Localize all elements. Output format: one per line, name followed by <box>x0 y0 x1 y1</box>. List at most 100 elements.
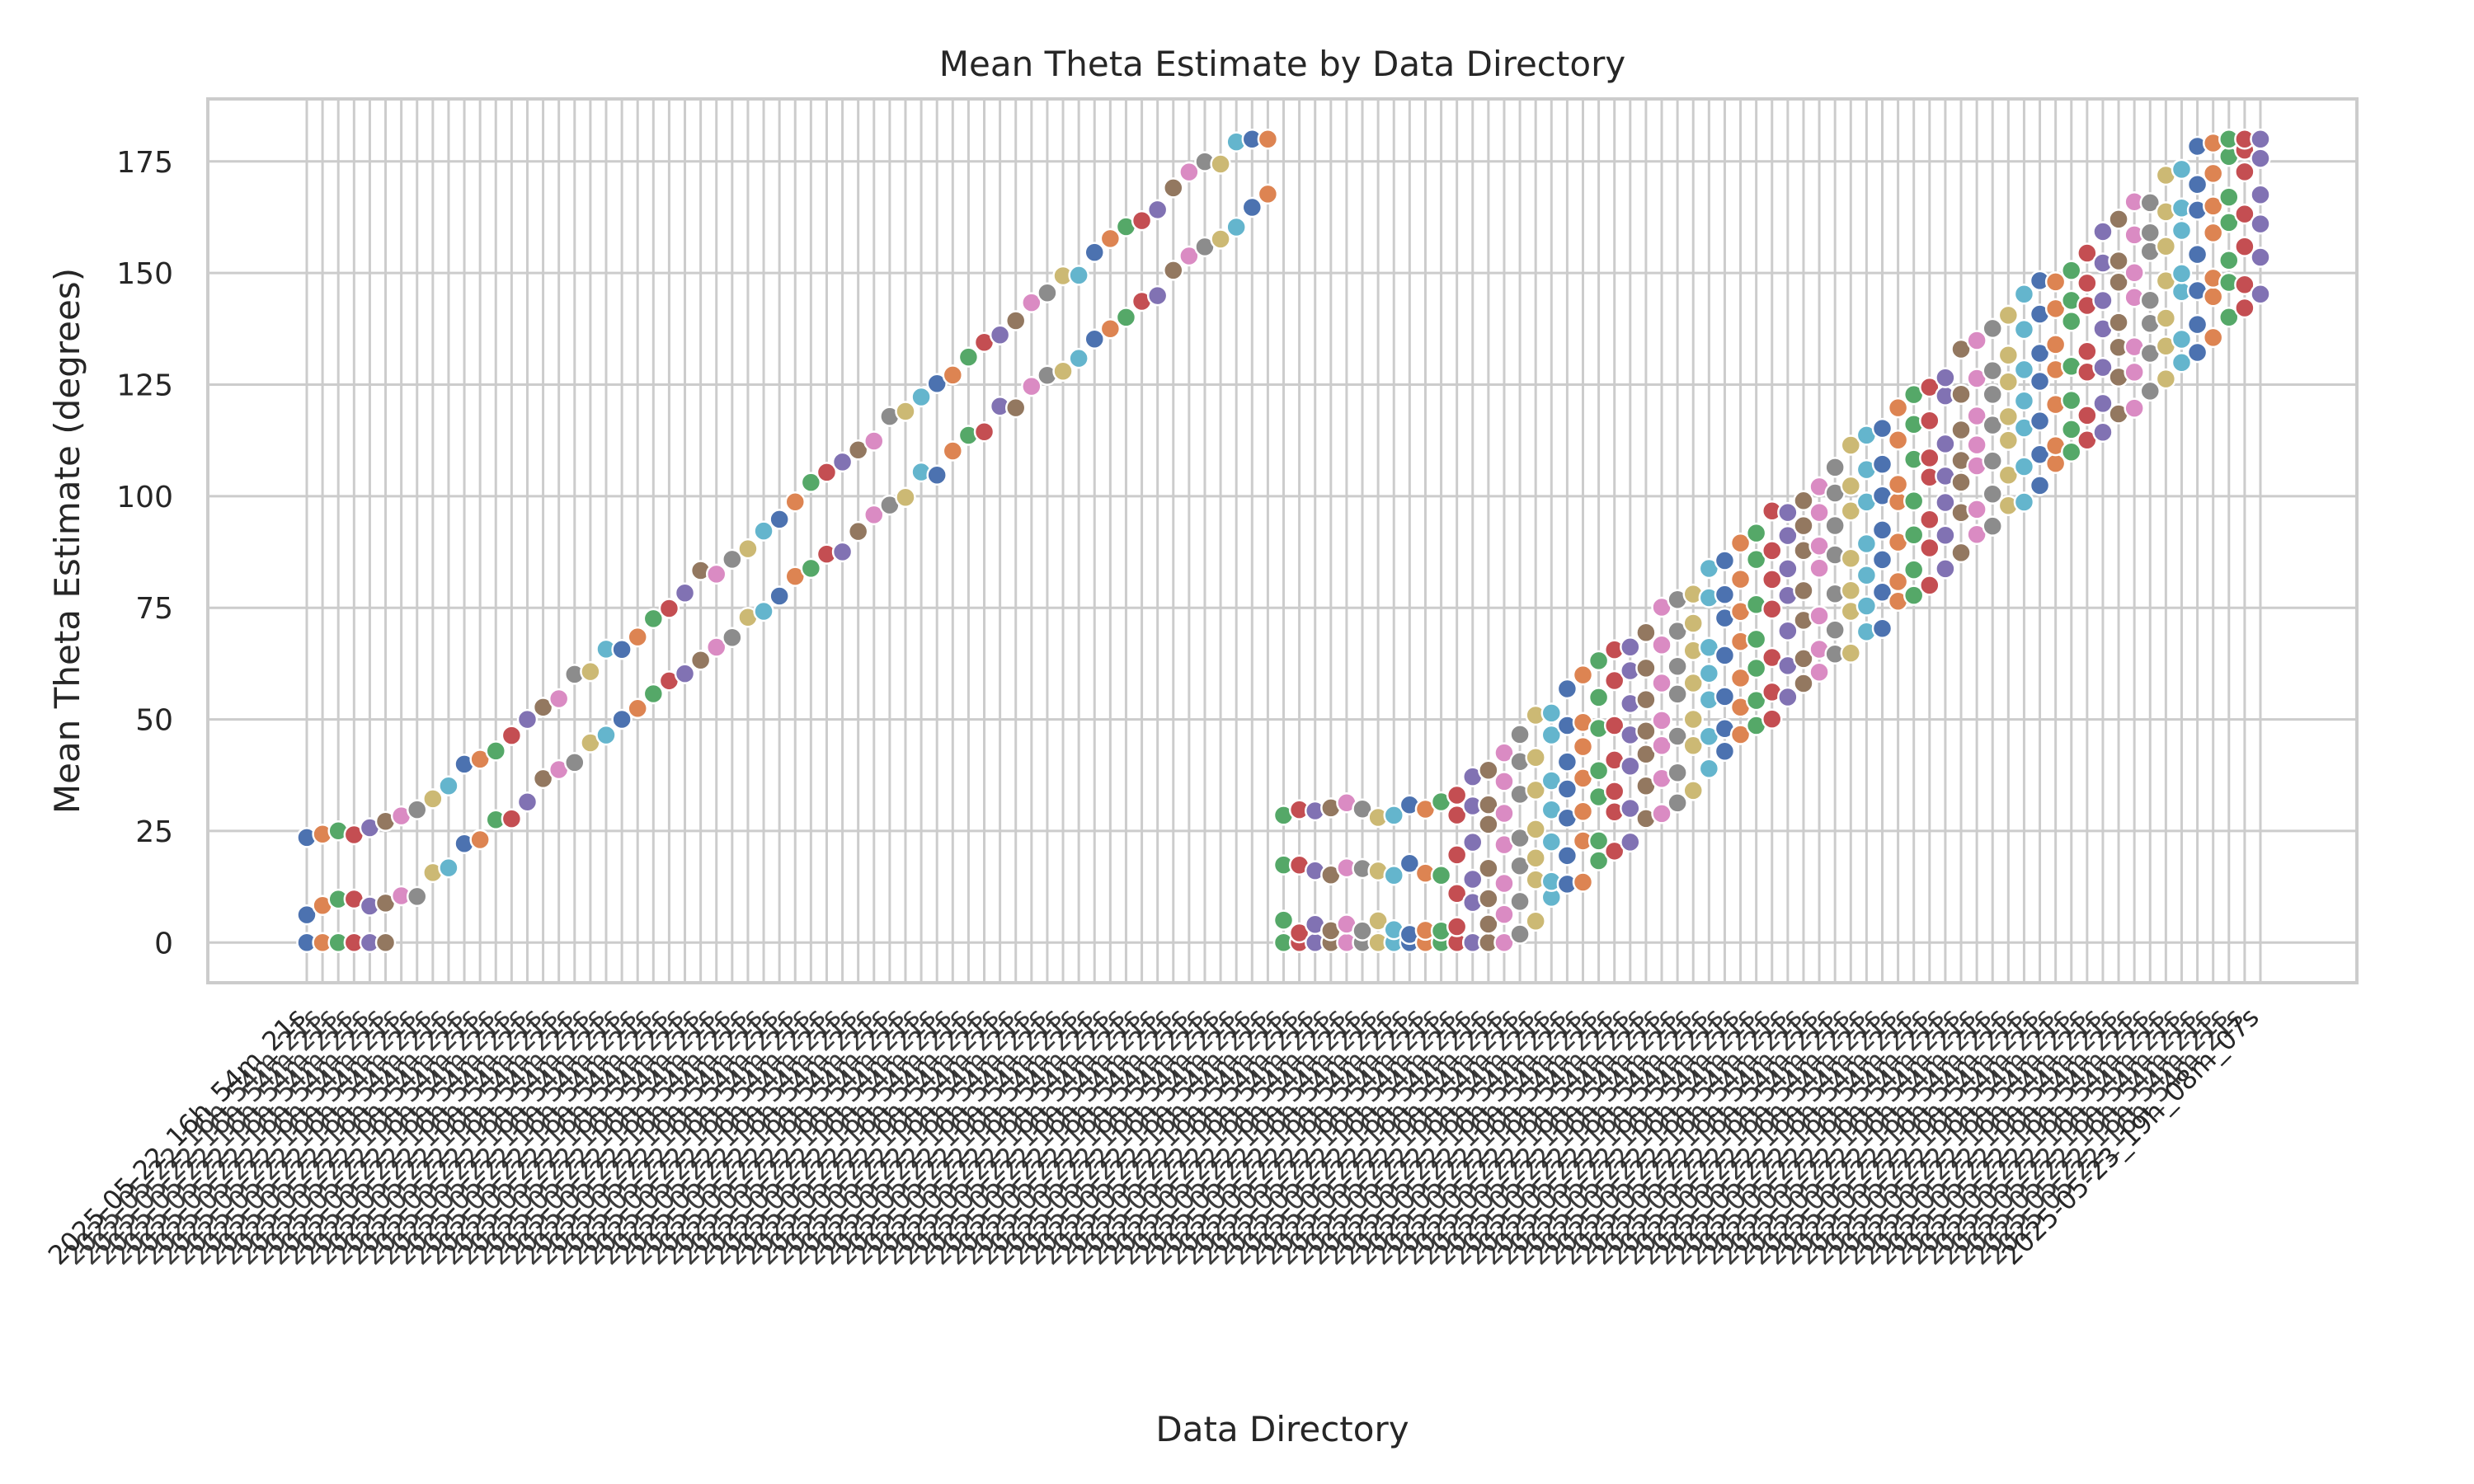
data-point <box>1603 781 1625 802</box>
data-point <box>1808 501 1830 524</box>
data-point <box>1509 923 1531 945</box>
data-point <box>1430 865 1452 886</box>
data-point <box>1840 580 1862 601</box>
chart-title: Mean Theta Estimate by Data Directory <box>939 44 1625 84</box>
data-point <box>516 708 539 730</box>
data-point <box>2202 162 2224 185</box>
data-point <box>1919 410 1940 431</box>
data-point <box>1982 317 2003 340</box>
x-axis-label: Data Directory <box>1155 1409 1409 1449</box>
data-point <box>1052 360 1074 383</box>
data-point <box>1462 868 1484 890</box>
data-point <box>1540 702 1563 724</box>
data-point <box>2013 456 2035 477</box>
data-point <box>1714 645 1736 666</box>
data-points <box>296 128 2271 954</box>
data-point <box>1021 375 1042 397</box>
data-point <box>1004 397 1027 419</box>
data-point <box>1919 575 1940 596</box>
data-point <box>1446 844 1468 866</box>
data-point <box>895 486 916 509</box>
data-point <box>1982 450 2003 472</box>
data-point <box>1493 932 1515 954</box>
data-point <box>1840 475 1862 497</box>
data-point <box>1935 524 1956 547</box>
data-point <box>1572 871 1594 893</box>
data-point <box>2171 328 2193 350</box>
data-point <box>1210 153 1231 175</box>
data-point <box>1682 780 1704 801</box>
data-point <box>1745 628 1767 650</box>
data-point <box>1997 406 2020 428</box>
data-point <box>2186 313 2208 336</box>
data-point <box>1840 500 1862 522</box>
data-point <box>1871 453 1893 475</box>
data-point <box>1950 472 1972 493</box>
data-point <box>1620 831 1641 853</box>
data-point <box>973 421 995 443</box>
data-point <box>469 829 491 851</box>
data-point <box>1777 558 1799 580</box>
y-tick-label: 25 <box>135 815 173 849</box>
data-point <box>1997 304 2020 326</box>
data-point <box>1178 161 1200 183</box>
data-point <box>2139 222 2161 244</box>
data-point <box>2060 310 2082 332</box>
data-point <box>438 775 459 797</box>
data-point <box>1004 310 1027 331</box>
data-point <box>800 472 822 493</box>
data-point <box>1540 724 1563 746</box>
data-point <box>816 462 838 483</box>
data-point <box>1856 533 1878 555</box>
data-point <box>1793 490 1814 512</box>
data-point <box>705 636 727 658</box>
data-point <box>1997 344 2020 366</box>
data-point <box>1935 367 1956 388</box>
data-point <box>1919 376 1940 398</box>
data-point <box>1997 371 2020 392</box>
data-point <box>1651 735 1672 756</box>
data-point <box>1099 228 1122 250</box>
data-point <box>831 451 854 473</box>
data-point <box>1478 913 1499 935</box>
data-point <box>1603 669 1625 692</box>
data-point <box>1966 330 1987 351</box>
data-point <box>2060 419 2082 440</box>
data-point <box>910 386 932 408</box>
data-point <box>2124 397 2145 419</box>
y-tick-label: 0 <box>154 927 173 960</box>
data-point <box>2013 359 2035 381</box>
data-point <box>1871 519 1893 541</box>
data-point <box>406 885 428 908</box>
data-point <box>1919 447 1940 469</box>
data-point <box>831 541 854 563</box>
data-point <box>1871 618 1893 639</box>
data-point <box>1620 797 1641 819</box>
data-point <box>1509 890 1531 913</box>
data-point <box>1587 830 1610 852</box>
data-point <box>406 799 428 820</box>
data-point <box>2218 307 2240 328</box>
data-point <box>926 373 948 394</box>
data-point <box>1982 515 2003 537</box>
data-point <box>1478 888 1499 909</box>
data-point <box>1919 537 1940 559</box>
data-point <box>2092 392 2114 415</box>
data-point <box>1745 548 1767 571</box>
y-axis-label: Mean Theta Estimate (degrees) <box>47 268 87 814</box>
data-point <box>1115 307 1137 328</box>
data-point <box>1620 636 1641 658</box>
data-point <box>2250 247 2271 268</box>
data-point <box>2250 128 2271 150</box>
y-tick-label: 50 <box>135 704 173 738</box>
data-point <box>1824 619 1846 641</box>
data-point <box>2077 272 2098 294</box>
data-point <box>1793 580 1814 602</box>
data-point <box>2155 368 2177 390</box>
data-point <box>1651 672 1672 694</box>
data-point <box>296 904 317 926</box>
data-point <box>1257 128 1279 150</box>
data-point <box>1667 762 1688 784</box>
data-point <box>2029 342 2051 364</box>
data-point <box>1682 672 1704 694</box>
